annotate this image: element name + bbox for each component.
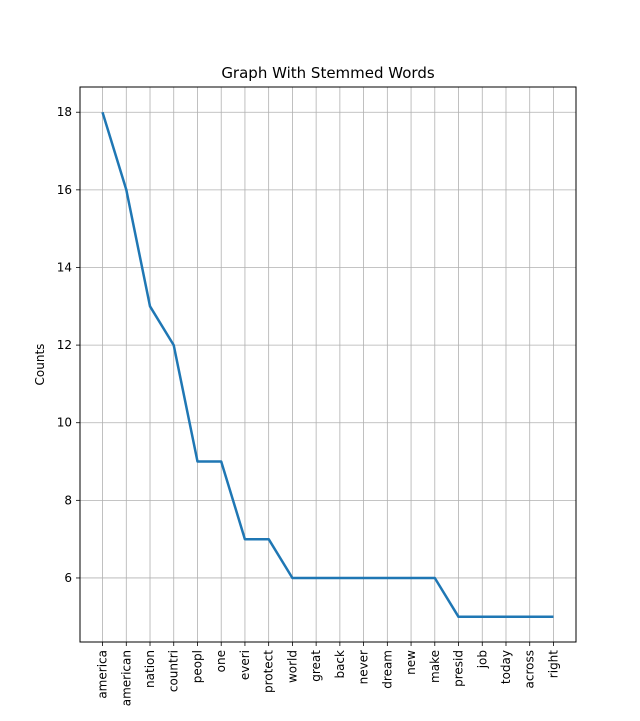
y-axis-label: Counts (33, 344, 47, 386)
x-tick-label: make (428, 650, 442, 683)
x-tick-label: presid (452, 650, 466, 687)
x-tick-label: everi (238, 650, 252, 680)
y-tick-label: 6 (64, 571, 72, 585)
x-tick-label: back (333, 650, 347, 679)
x-tick-label: across (523, 650, 537, 688)
y-tick-label: 18 (57, 105, 72, 119)
x-tick-label: nation (143, 650, 157, 688)
x-tick-label: dream (380, 650, 394, 689)
y-axis-ticks: 6 8 10 12 14 16 18 (57, 105, 80, 585)
x-tick-label: job (475, 650, 489, 669)
x-tick-label: never (357, 650, 371, 684)
x-tick-label: peopl (190, 650, 204, 683)
x-tick-label: new (404, 650, 418, 675)
x-tick-label: world (285, 650, 299, 683)
x-tick-label: countri (167, 650, 181, 692)
series-line (101, 111, 554, 619)
series-layer (101, 111, 554, 619)
plot-area-frame (79, 86, 577, 643)
grid-lines (80, 87, 576, 642)
y-tick-label: 14 (57, 260, 72, 274)
y-tick-label: 10 (57, 416, 72, 430)
x-tick-label: one (214, 650, 228, 672)
y-tick-label: 12 (57, 338, 72, 352)
x-tick-label: protect (262, 650, 276, 693)
x-tick-label: great (309, 650, 323, 682)
x-tick-label: right (546, 650, 560, 678)
x-tick-label: american (119, 650, 133, 706)
y-tick-label: 8 (64, 493, 72, 507)
x-tick-label: america (96, 650, 110, 699)
x-tick-label: today (499, 650, 513, 684)
chart-title: Graph With Stemmed Words (221, 64, 435, 82)
x-axis-ticks: america american nation countri peopl one ever… (96, 642, 560, 706)
y-tick-label: 16 (57, 183, 72, 197)
